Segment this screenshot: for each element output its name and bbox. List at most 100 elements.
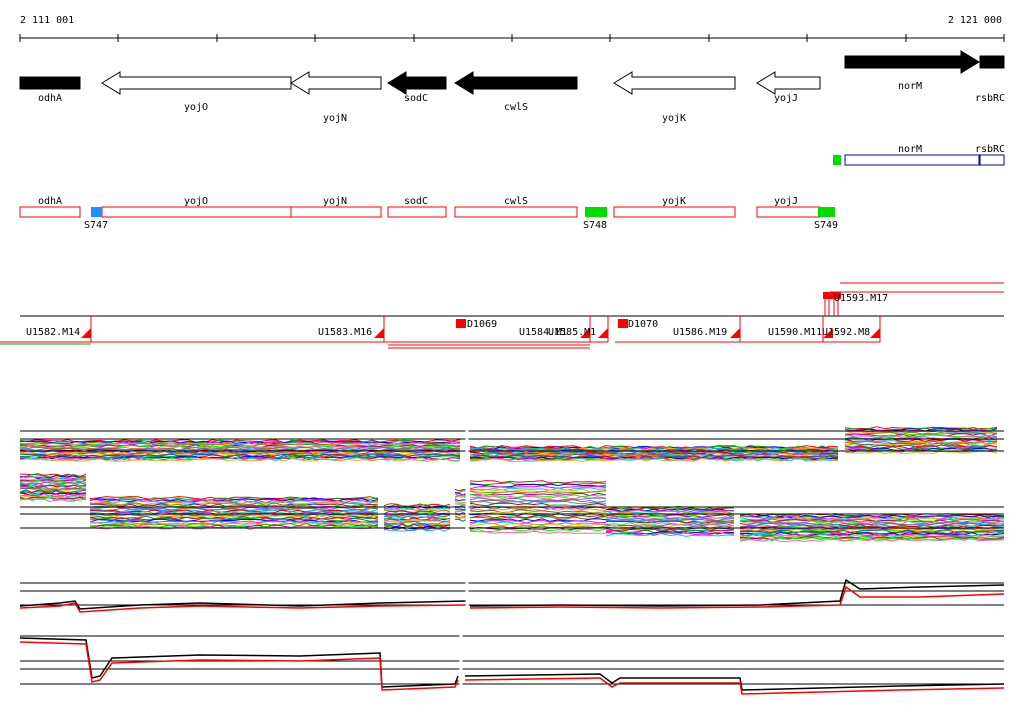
profile-line xyxy=(90,521,379,526)
gene-label: rsbRC xyxy=(975,93,1005,104)
profile-line xyxy=(469,480,607,484)
profile-line xyxy=(739,536,1005,541)
end-coordinate: 2 121 000 xyxy=(948,15,1002,26)
profile-line xyxy=(454,488,468,492)
gene-label: sodC xyxy=(404,93,428,104)
segment-label: U1590.M11 xyxy=(768,327,822,338)
deletion-marker xyxy=(456,319,466,328)
annotation-box xyxy=(844,154,980,166)
profile-line xyxy=(469,497,607,502)
profile-line xyxy=(19,484,87,489)
annotation-label: sodC xyxy=(404,196,428,207)
gene-arrow xyxy=(613,71,736,95)
segment-marker xyxy=(580,328,590,338)
annotation-box xyxy=(979,154,1005,166)
profile-line xyxy=(454,495,468,499)
summary-profile-line xyxy=(464,677,1005,695)
segment-marker xyxy=(823,328,833,338)
profile-line xyxy=(19,479,87,484)
profile-line xyxy=(844,450,998,455)
profile-line xyxy=(844,434,998,439)
profile-line xyxy=(383,528,451,532)
profile-line xyxy=(605,508,735,512)
site-label: S748 xyxy=(583,220,607,231)
summary-profile-line xyxy=(19,602,467,613)
site-marker xyxy=(818,207,835,217)
profile-line xyxy=(19,497,87,502)
profile-line xyxy=(739,522,1005,527)
segment-marker xyxy=(374,328,384,338)
profile-line xyxy=(469,530,606,534)
profile-line xyxy=(90,517,379,522)
profile-line xyxy=(469,451,838,456)
annotation-box xyxy=(756,206,821,218)
profile-line xyxy=(89,501,379,505)
profile-line xyxy=(454,507,468,511)
gene-arrow xyxy=(290,71,382,95)
annotation-label: yojK xyxy=(662,196,686,207)
annotation-box xyxy=(454,206,578,218)
profile-line xyxy=(469,516,607,520)
profile-line xyxy=(605,531,735,536)
segment-marker xyxy=(870,328,880,338)
annotation-box xyxy=(387,206,447,218)
deletion-marker xyxy=(618,319,628,328)
profile-line xyxy=(454,503,468,506)
segment-label: U1582.M14 xyxy=(26,327,80,338)
norm-annotation-track: norM rsbRC xyxy=(833,144,1005,166)
profile-line xyxy=(89,497,379,501)
annotation-box xyxy=(613,206,736,218)
profile-line xyxy=(469,502,607,507)
profile-line xyxy=(454,500,468,504)
expression-profiles xyxy=(19,425,1005,695)
segment-label: U1592.M8 xyxy=(822,327,870,338)
profile-line xyxy=(19,457,461,462)
profile-line xyxy=(19,440,461,445)
profile-line xyxy=(19,496,87,500)
profile-line xyxy=(739,537,1005,542)
profile-line xyxy=(844,443,998,448)
gene-arrow xyxy=(101,71,292,95)
profile-line xyxy=(469,488,607,493)
profile-line xyxy=(19,493,87,497)
profile-line xyxy=(383,515,451,520)
gene-arrow xyxy=(756,71,821,95)
profile-line xyxy=(469,492,607,497)
profile-line xyxy=(19,475,87,480)
annotation-label: yojO xyxy=(184,196,208,207)
segment-label: U1586.M19 xyxy=(673,327,727,338)
segment-marker xyxy=(730,328,740,338)
profile-line xyxy=(454,510,467,513)
profile-line xyxy=(605,514,735,518)
site-marker xyxy=(91,207,102,217)
profile-line xyxy=(89,519,379,524)
gene-arrow xyxy=(844,50,980,74)
annotation-label: odhA xyxy=(38,196,62,207)
profile-line xyxy=(383,513,451,518)
profile-line xyxy=(844,440,998,445)
profile-line xyxy=(605,533,735,537)
profile-line xyxy=(469,500,607,505)
profile-line xyxy=(605,509,735,513)
profile-line xyxy=(844,444,998,449)
segment-label: U1584.M1 xyxy=(519,327,567,338)
summary-profile-line xyxy=(19,600,467,610)
profile-line xyxy=(19,485,87,489)
profile-line xyxy=(454,516,468,521)
profile-line xyxy=(469,509,607,514)
profile-line xyxy=(469,523,607,527)
profile-line xyxy=(19,497,87,502)
profile-line xyxy=(469,511,607,516)
profile-line xyxy=(90,506,379,511)
profile-line xyxy=(19,487,87,491)
profile-line xyxy=(19,456,461,461)
gene-arrow xyxy=(454,71,578,95)
profile-line xyxy=(469,490,607,494)
profile-line xyxy=(455,518,468,522)
annotation-label: rsbRC xyxy=(975,144,1005,155)
profile-line xyxy=(89,514,379,519)
profile-line xyxy=(469,514,607,519)
profile-line xyxy=(454,513,468,518)
summary-profile-line xyxy=(469,578,1005,607)
